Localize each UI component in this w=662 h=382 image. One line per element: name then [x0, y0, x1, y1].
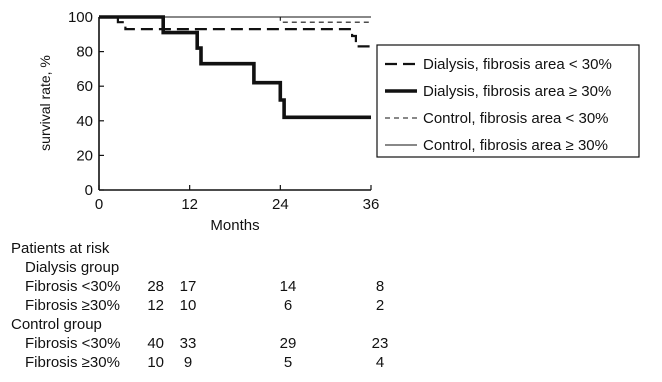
risk-value: 10	[180, 297, 197, 314]
y-tick-label: 20	[76, 147, 93, 164]
risk-value: 23	[372, 335, 389, 352]
x-tick-label: 12	[181, 196, 198, 213]
y-tick-label: 60	[76, 78, 93, 95]
risk-value: 8	[376, 278, 384, 295]
risk-row-label: Fibrosis <30%	[25, 278, 120, 295]
x-tick-label: 24	[272, 196, 289, 213]
risk-value: 5	[284, 354, 292, 371]
legend: Dialysis, fibrosis area < 30% Dialysis, f…	[376, 44, 640, 158]
x-tick-label: 36	[363, 196, 380, 213]
risk-value: 14	[280, 278, 297, 295]
x-axis-label: Months	[210, 217, 259, 234]
risk-value: 33	[180, 335, 197, 352]
series-line-1	[99, 15, 371, 48]
y-axis-label: survival rate, %	[37, 55, 53, 151]
risk-table-title: Patients at risk	[11, 240, 110, 257]
axes: 0 20 40 60 80 100 0 12 24 36 Months survival rate, …	[37, 9, 379, 234]
legend-label-1: Dialysis, fibrosis area < 30%	[423, 56, 612, 73]
risk-value: 4	[376, 354, 384, 371]
legend-label-3: Control, fibrosis area < 30%	[423, 110, 609, 127]
risk-value: 12	[147, 297, 164, 314]
risk-value: 10	[147, 354, 164, 371]
risk-row-label: Fibrosis ≥30%	[25, 297, 120, 314]
risk-value: 28	[147, 278, 164, 295]
risk-value: 29	[280, 335, 297, 352]
legend-label-2: Dialysis, fibrosis area ≥ 30%	[423, 83, 611, 100]
legend-box	[376, 44, 640, 158]
risk-row-label: Fibrosis ≥30%	[25, 354, 120, 371]
y-axis-label-line: survival rate, %	[37, 55, 53, 151]
y-tick-label: 0	[85, 182, 93, 199]
series-lines	[99, 15, 371, 120]
y-tick-label: 40	[76, 113, 93, 130]
legend-label-4: Control, fibrosis area ≥ 30%	[423, 137, 608, 154]
risk-group-name: Dialysis group	[25, 259, 119, 276]
risk-table: Patients at risk Dialysis group Fibrosis <…	[11, 240, 388, 371]
risk-value: 2	[376, 297, 384, 314]
x-tick-label: 0	[95, 196, 103, 213]
y-tick-label: 80	[76, 44, 93, 61]
risk-value: 6	[284, 297, 292, 314]
risk-value: 17	[180, 278, 197, 295]
risk-group-name: Control group	[11, 316, 102, 333]
y-tick-label: 100	[68, 9, 93, 26]
risk-row-label: Fibrosis <30%	[25, 335, 120, 352]
risk-value: 9	[184, 354, 192, 371]
series-line-2	[99, 15, 371, 120]
risk-value: 40	[147, 335, 164, 352]
